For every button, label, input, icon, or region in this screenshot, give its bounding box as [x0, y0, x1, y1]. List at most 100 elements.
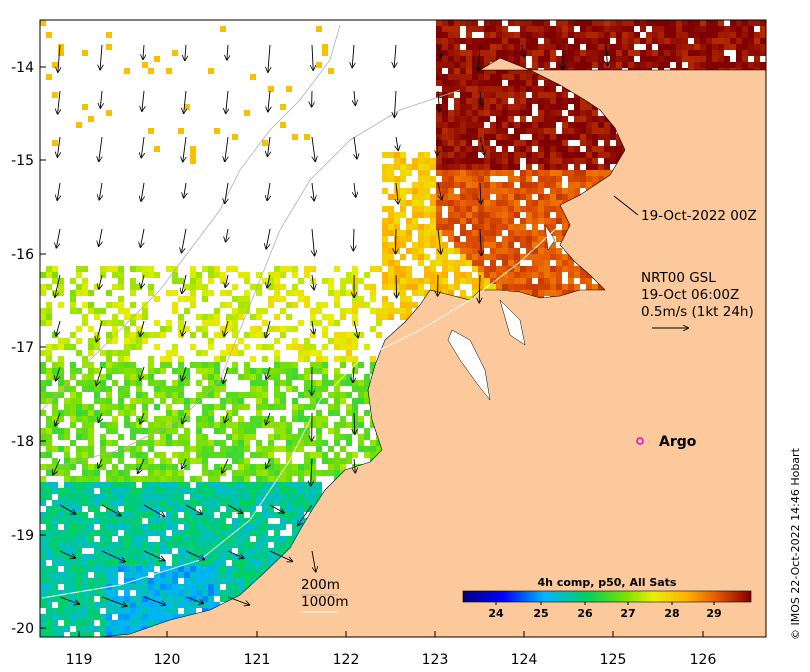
sst-cell [550, 32, 556, 38]
sst-cell [490, 20, 496, 26]
sst-cell [76, 590, 82, 596]
sst-cell [256, 536, 262, 542]
sst-cell [88, 518, 94, 524]
sst-cell [70, 332, 76, 338]
sst-cell [52, 542, 58, 548]
sst-cell [88, 380, 94, 386]
sst-cell [274, 494, 280, 500]
sst-cell [178, 452, 184, 458]
sst-cell [88, 302, 94, 308]
sst-cell [562, 140, 568, 146]
sst-cell [364, 410, 370, 416]
sst-cell [454, 140, 460, 146]
sst-cell [442, 272, 448, 278]
sst-cell [706, 44, 712, 50]
sst-cell [544, 290, 550, 296]
sst-cell [178, 470, 184, 476]
sst-cell [526, 218, 532, 224]
sst-cell [256, 470, 262, 476]
sst-cell [448, 224, 454, 230]
sst-cell [112, 362, 118, 368]
sst-cell [196, 542, 202, 548]
sst-cell [160, 464, 166, 470]
sst-cell [226, 572, 232, 578]
sst-cell [124, 344, 130, 350]
sst-cell [640, 50, 646, 56]
sst-cell [142, 266, 148, 272]
sst-cell [292, 338, 298, 344]
sst-cell [532, 266, 538, 272]
sst-cell [556, 194, 562, 200]
sst-cell [208, 476, 214, 482]
sst-cell [208, 272, 214, 278]
sst-cell [82, 452, 88, 458]
sst-cell [238, 476, 244, 482]
sst-cell [304, 428, 310, 434]
sst-cell [88, 578, 94, 584]
sst-cell [580, 152, 586, 158]
sst-cell [502, 158, 508, 164]
sst-cell [352, 410, 358, 416]
sst-cell [124, 548, 130, 554]
sst-cell [244, 542, 250, 548]
sst-cell [130, 626, 136, 632]
sst-cell [142, 428, 148, 434]
sst-cell [268, 296, 274, 302]
sst-cell [616, 140, 622, 146]
sst-cell [100, 584, 106, 590]
sst-cell [58, 470, 64, 476]
sst-cell [454, 110, 460, 116]
sst-cell [202, 368, 208, 374]
sst-cell [400, 278, 406, 284]
sst-cell [220, 554, 226, 560]
sst-cell [310, 458, 316, 464]
sst-cell [274, 428, 280, 434]
sst-cell [436, 56, 442, 62]
sst-cell [526, 272, 532, 278]
sst-cell [580, 104, 586, 110]
sst-cell [166, 392, 172, 398]
sst-cell [208, 320, 214, 326]
sst-cell [394, 164, 400, 170]
sst-cell [628, 38, 634, 44]
sst-cell [190, 332, 196, 338]
sst-cell [292, 434, 298, 440]
sst-cell [460, 248, 466, 254]
sst-cell [274, 422, 280, 428]
sst-cell [466, 206, 472, 212]
sst-cell [58, 512, 64, 518]
sst-cell [382, 278, 388, 284]
sst-cell [148, 68, 154, 74]
sst-cell [118, 272, 124, 278]
sst-cell [280, 428, 286, 434]
sst-cell [124, 578, 130, 584]
sst-cell [130, 584, 136, 590]
sst-cell [268, 470, 274, 476]
sst-cell [514, 164, 520, 170]
sst-cell [418, 188, 424, 194]
sst-cell [298, 446, 304, 452]
current-vector [396, 274, 397, 297]
sst-cell [760, 20, 766, 26]
sst-cell [256, 542, 262, 548]
sst-cell [238, 572, 244, 578]
sst-cell [142, 62, 148, 68]
sst-cell [184, 554, 190, 560]
sst-cell [490, 92, 496, 98]
sst-cell [124, 464, 130, 470]
sst-cell [124, 584, 130, 590]
sst-cell [112, 320, 118, 326]
sst-cell [76, 608, 82, 614]
sst-cell [502, 272, 508, 278]
sst-cell [400, 272, 406, 278]
sst-cell [112, 494, 118, 500]
sst-cell [160, 536, 166, 542]
sst-cell [502, 278, 508, 284]
sst-cell [322, 458, 328, 464]
sst-cell [520, 242, 526, 248]
sst-cell [130, 560, 136, 566]
sst-cell [166, 326, 172, 332]
sst-cell [172, 602, 178, 608]
sst-cell [196, 572, 202, 578]
sst-cell [478, 254, 484, 260]
